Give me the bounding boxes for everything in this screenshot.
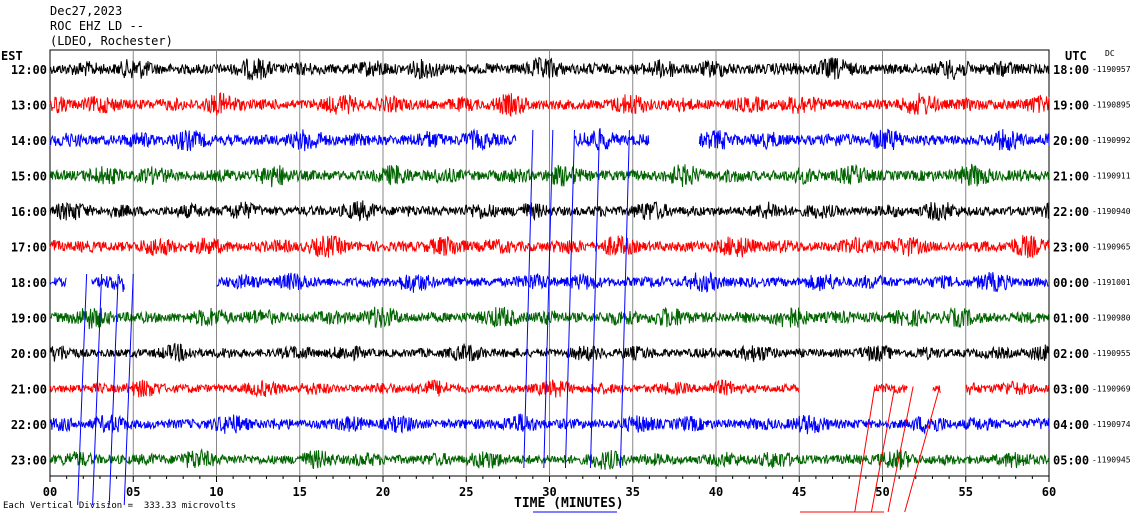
x-tick-label: 30: [542, 485, 556, 499]
wrap-stroke: [543, 129, 554, 469]
trace-line: [49, 128, 1050, 152]
header-network: (LDEO, Rochester): [50, 34, 173, 48]
utc-hour-label: 00:00: [1053, 276, 1089, 290]
dc-offset-label: -1190992: [1092, 136, 1130, 145]
utc-hour-label: 20:00: [1053, 134, 1089, 148]
x-tick-label: 20: [376, 485, 390, 499]
utc-hour-label: 21:00: [1053, 170, 1089, 184]
est-hour-label: 23:00: [11, 454, 47, 468]
x-tick-label: 55: [959, 485, 973, 499]
trace-line: [49, 379, 1050, 398]
dc-offset-label: -1190965: [1092, 243, 1130, 252]
trace-line: [49, 306, 1050, 330]
utc-hour-label: 03:00: [1053, 383, 1089, 397]
trace-line: [49, 413, 1050, 435]
x-tick-label: 35: [626, 485, 640, 499]
dc-offset-label: -1190940: [1092, 207, 1130, 216]
trace-line: [49, 271, 1049, 293]
dc-offset-label: -1190969: [1092, 385, 1130, 394]
est-hour-label: 20:00: [11, 347, 47, 361]
vertical-division-note: Each Vertical Division = 333.33 microvol…: [3, 501, 236, 511]
est-hour-label: 19:00: [11, 312, 47, 326]
x-tick-label: 15: [293, 485, 307, 499]
trace-line: [49, 200, 1050, 222]
dc-offset-label: -1190957: [1092, 65, 1130, 74]
utc-zone-label: UTC: [1065, 49, 1087, 63]
est-hour-label: 12:00: [11, 63, 47, 77]
est-hour-label: 22:00: [11, 418, 47, 432]
utc-hour-label: 05:00: [1053, 454, 1089, 468]
est-hour-label: 16:00: [11, 205, 47, 219]
wrap-stroke: [523, 129, 534, 469]
x-axis-title: TIME (MINUTES): [514, 496, 624, 511]
utc-hour-label: 01:00: [1053, 312, 1089, 326]
est-hour-label: 13:00: [11, 99, 47, 113]
x-tick-label: 50: [875, 485, 889, 499]
utc-hour-label: 04:00: [1053, 418, 1089, 432]
est-zone-label: EST: [1, 49, 23, 63]
header-date: Dec27,2023: [50, 4, 123, 18]
trace-line: [49, 57, 1050, 81]
utc-hour-label: 23:00: [1053, 241, 1089, 255]
wrap-stroke: [619, 129, 630, 469]
est-hour-label: 18:00: [11, 276, 47, 290]
x-tick-label: 45: [792, 485, 806, 499]
dc-offset-label: -1190955: [1092, 349, 1130, 358]
wrap-stroke: [904, 386, 941, 513]
wrap-stroke: [123, 273, 134, 506]
dc-offset-label: -1190945: [1092, 456, 1130, 465]
x-tick-label: 25: [459, 485, 473, 499]
wrap-stroke: [564, 129, 575, 469]
utc-hour-label: 22:00: [1053, 205, 1089, 219]
wrap-stroke: [887, 386, 914, 513]
utc-hour-label: 02:00: [1053, 347, 1089, 361]
header-station: ROC EHZ LD --: [50, 19, 144, 33]
wrap-stroke: [589, 129, 600, 469]
utc-hour-label: 19:00: [1053, 99, 1089, 113]
est-hour-label: 17:00: [11, 241, 47, 255]
dc-offset-label: -1190980: [1092, 314, 1130, 323]
dc-label: DC: [1105, 49, 1115, 58]
dc-offset-label: -1191001: [1092, 278, 1130, 287]
x-tick-label: 00: [43, 485, 57, 499]
wrap-stroke: [854, 386, 876, 513]
x-tick-label: 60: [1042, 485, 1056, 499]
dc-offset-label: -1190911: [1092, 172, 1130, 181]
wrap-stroke: [92, 273, 103, 506]
x-tick-label: 10: [209, 485, 223, 499]
x-tick-label: 05: [126, 485, 140, 499]
trace-line: [49, 342, 1050, 363]
wrap-stroke: [77, 273, 88, 506]
utc-hour-label: 18:00: [1053, 63, 1089, 77]
est-hour-label: 21:00: [11, 383, 47, 397]
wrap-stroke: [870, 386, 896, 513]
trace-line: [49, 163, 1050, 188]
dc-offset-label: -1190895: [1092, 101, 1130, 110]
est-hour-label: 14:00: [11, 134, 47, 148]
est-hour-label: 15:00: [11, 170, 47, 184]
wrap-stroke: [108, 273, 119, 506]
dc-offset-label: -1190974: [1092, 420, 1130, 429]
trace-line: [49, 92, 1050, 117]
x-tick-label: 40: [709, 485, 723, 499]
